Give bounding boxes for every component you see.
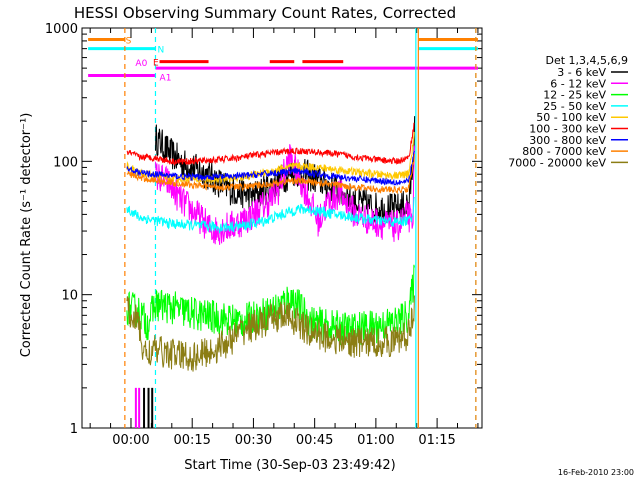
x-tick-label: 00:30 — [235, 433, 272, 448]
plot-frame — [81, 27, 483, 429]
legend-label: 800 - 7000 keV — [522, 145, 606, 158]
x-axis-label: Start Time (30-Sep-03 23:49:42) — [184, 458, 395, 473]
legend-label: 12 - 25 keV — [543, 89, 606, 102]
flag-label-e: E — [153, 59, 159, 69]
flag-label-a0: A0 — [135, 59, 147, 69]
footer-timestamp: 16-Feb-2010 23:00 — [558, 468, 634, 477]
chart-title: HESSI Observing Summary Count Rates, Cor… — [74, 4, 456, 22]
legend-label: 50 - 100 keV — [536, 111, 606, 124]
y-tick-label: 1000 — [45, 22, 78, 37]
x-tick-label: 01:00 — [357, 433, 394, 448]
y-tick-label: 1 — [70, 422, 78, 437]
legend-label: 100 - 300 keV — [529, 123, 606, 136]
series-line — [126, 153, 415, 195]
x-tick-label: 00:45 — [296, 433, 333, 448]
flag-label-a1: A1 — [160, 74, 172, 84]
legend-label: 300 - 800 keV — [529, 134, 606, 147]
flag-label-n: N — [158, 46, 165, 56]
flag-label-s: S — [126, 36, 132, 46]
y-tick-label: 10 — [61, 289, 78, 304]
legend-label: 3 - 6 keV — [557, 66, 606, 79]
legend-label: 7000 - 20000 keV — [508, 156, 606, 169]
y-axis-label: Corrected Count Rate (s⁻¹ detector⁻¹) — [19, 113, 34, 358]
series-line — [126, 150, 415, 186]
series-line — [155, 144, 416, 245]
series-line — [126, 295, 415, 372]
series-line — [126, 197, 415, 234]
legend-label: 25 - 50 keV — [543, 100, 606, 113]
x-tick-label: 01:15 — [418, 433, 455, 448]
y-tick-label: 100 — [53, 155, 78, 170]
series-line — [126, 122, 415, 167]
legend-label: 6 - 12 keV — [550, 77, 606, 90]
plot-area — [88, 28, 478, 428]
x-tick-label: 00:15 — [173, 433, 210, 448]
legend-title: Det 1,3,4,5,6,9 — [545, 54, 628, 67]
x-tick-label: 00:00 — [112, 433, 149, 448]
